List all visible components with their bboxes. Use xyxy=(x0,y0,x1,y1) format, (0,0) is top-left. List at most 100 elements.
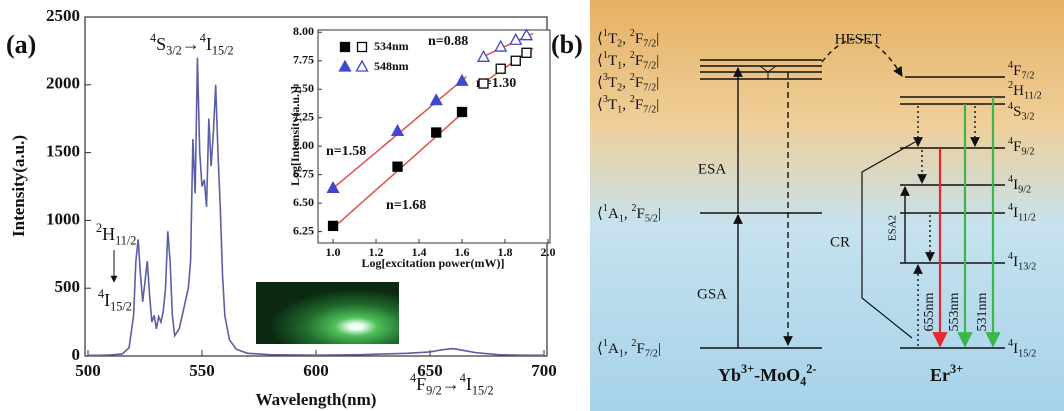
subscript: 11/2 xyxy=(1024,91,1042,102)
panel-label: (a) xyxy=(6,30,36,59)
subscript: 7/2 xyxy=(643,83,656,94)
supscript: 3+ xyxy=(741,362,754,376)
emission-label: 553nm xyxy=(947,292,962,331)
text-part: Yb xyxy=(718,365,741,385)
square-marker xyxy=(479,79,488,88)
legend-marker xyxy=(341,43,350,52)
text-part: → xyxy=(182,34,200,54)
esa-label: ESA xyxy=(698,161,727,177)
text-part: S xyxy=(156,34,166,54)
text-part: Er xyxy=(930,365,950,385)
square-marker xyxy=(432,128,441,137)
subscript: 13/2 xyxy=(1018,262,1036,273)
fit-label: n=1.58 xyxy=(326,144,366,159)
y-axis-title: Log[Intensity(a.u.)] xyxy=(288,86,302,186)
fit-label: n=0.88 xyxy=(428,34,468,49)
subscript: 15/2 xyxy=(472,383,494,397)
text-part: A xyxy=(608,206,619,222)
sample-photo xyxy=(256,282,399,344)
y-tick-label: 1500 xyxy=(46,142,80,161)
y-tick-label: 1000 xyxy=(46,209,80,228)
x-tick-label: 500 xyxy=(75,361,101,380)
y-tick-label: 6.50 xyxy=(293,195,314,209)
text-part: F xyxy=(636,341,644,357)
x-tick-label: 700 xyxy=(531,361,557,380)
supscript: 2- xyxy=(806,362,816,376)
text-part: F xyxy=(635,75,643,91)
text-part: | xyxy=(656,31,659,47)
text-part: F xyxy=(635,31,643,47)
x-tick-label: 550 xyxy=(189,361,215,380)
x-tick-label: 600 xyxy=(303,361,329,380)
text-part: F xyxy=(636,206,644,222)
y-tick-label: 6.25 xyxy=(293,223,314,237)
emission-label: 531nm xyxy=(975,292,990,331)
text-part: T xyxy=(608,31,617,47)
subscript: 7/2 xyxy=(643,39,656,50)
x-tick-label: 2.0 xyxy=(541,245,556,259)
y-tick-label: 2500 xyxy=(46,6,80,25)
text-part: | xyxy=(656,75,659,91)
subscript: 11/2 xyxy=(115,233,136,247)
subscript: 15/2 xyxy=(212,43,234,57)
legend-label: 548nm xyxy=(374,59,409,73)
text-part: H xyxy=(1013,83,1024,99)
legend-marker xyxy=(358,43,367,52)
y-tick-label: 8.00 xyxy=(293,24,314,38)
panel-label: (b) xyxy=(551,30,583,59)
x-tick-label: 1.0 xyxy=(326,245,341,259)
text-part: S xyxy=(1013,104,1021,120)
y-tick-label: 7.75 xyxy=(293,53,314,67)
rich-label: 4F9/2→4I15/2 xyxy=(410,371,494,398)
fit-label: n=1.68 xyxy=(386,198,426,213)
text-part: T xyxy=(608,75,617,91)
subscript: 11/2 xyxy=(1018,213,1036,224)
square-marker xyxy=(496,64,505,73)
square-marker xyxy=(511,56,520,65)
text-part: , xyxy=(624,341,632,357)
subscript: 3/2 xyxy=(166,43,182,57)
subscript: 7/2 xyxy=(643,105,656,116)
text-part: , xyxy=(622,75,630,91)
subscript: 3/2 xyxy=(1021,112,1034,123)
subscript: 4 xyxy=(800,374,806,388)
text-part: F xyxy=(635,97,643,113)
subscript: 15/2 xyxy=(110,299,132,313)
subscript: 7/2 xyxy=(643,61,656,72)
text-part: F xyxy=(416,374,426,394)
square-marker xyxy=(329,221,338,230)
text-part: F xyxy=(1013,139,1021,155)
subscript: 7/2 xyxy=(645,349,658,360)
subscript: 9/2 xyxy=(426,383,442,397)
figure: 05001000150020002500500550600650700Wavel… xyxy=(0,0,1064,411)
y-axis-title: Intensity(a.u.) xyxy=(9,135,28,237)
text-part: , xyxy=(624,206,632,222)
heset-label: HESET xyxy=(835,31,882,47)
y-tick-label: 500 xyxy=(55,277,81,296)
supscript: 3+ xyxy=(950,362,963,376)
subscript: 9/2 xyxy=(1018,185,1031,196)
text-part: , xyxy=(622,31,630,47)
square-marker xyxy=(458,108,467,117)
text-part: -MoO xyxy=(754,365,800,385)
text-part: | xyxy=(656,53,659,69)
square-marker xyxy=(522,48,531,57)
emission-label: 655nm xyxy=(922,292,937,331)
subscript: 15/2 xyxy=(1018,349,1036,360)
esa2-label: ESA2 xyxy=(887,215,899,241)
cr-label: CR xyxy=(830,234,850,250)
x-axis-title: Log[excitation power(mW)] xyxy=(362,256,505,270)
x-axis-title: Wavelength(nm) xyxy=(256,390,377,409)
rich-label: 2H11/2 xyxy=(96,221,136,248)
text-part: F xyxy=(1013,63,1021,79)
text-part: | xyxy=(658,341,661,357)
subscript: 7/2 xyxy=(1021,71,1034,82)
text-part: , xyxy=(622,97,630,113)
text-part: T xyxy=(608,97,617,113)
subscript: 9/2 xyxy=(1021,147,1034,158)
text-part: | xyxy=(656,97,659,113)
text-part: F xyxy=(635,53,643,69)
rich-label: 4I15/2 xyxy=(98,287,132,314)
legend-label: 534nm xyxy=(374,39,409,53)
gsa-label: GSA xyxy=(697,286,727,302)
